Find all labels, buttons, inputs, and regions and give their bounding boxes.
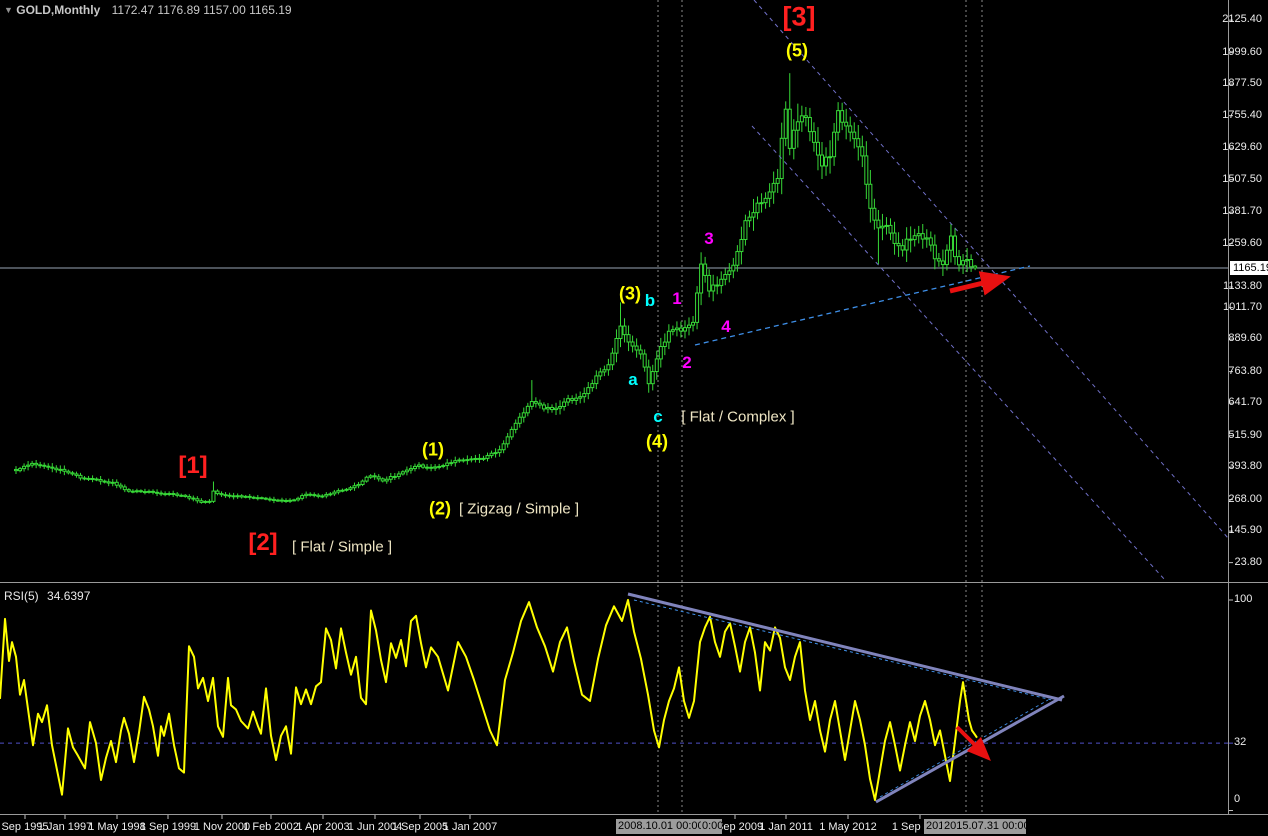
wave-label[interactable]: c xyxy=(653,407,663,426)
wave-label[interactable]: 4 xyxy=(721,317,731,336)
rsi-name: RSI(5) xyxy=(4,589,39,603)
price-tick-label: 1629.60 xyxy=(1222,141,1262,154)
highlighted-date-label: 201 xyxy=(924,819,942,834)
symbol-timeframe-label: GOLD,Monthly xyxy=(16,3,101,17)
price-tick-label: 145.90 xyxy=(1228,524,1262,537)
wave-label[interactable]: 3 xyxy=(704,229,714,248)
wave-label[interactable]: (1) xyxy=(422,439,444,460)
symbol-dropdown-icon: ▼ xyxy=(4,5,13,15)
time-tick-label: 1 Sep 2005 xyxy=(391,821,449,833)
price-tick-label: 1507.50 xyxy=(1222,172,1262,185)
rsi-wedge-upper-line[interactable] xyxy=(627,592,1063,702)
ascending-support-line[interactable] xyxy=(694,265,1031,346)
rsi-wedge-lower-dashed[interactable] xyxy=(879,699,1049,798)
time-tick-label: 1 May 1998 xyxy=(88,821,146,833)
time-tick-label: 1 Apr 2003 xyxy=(296,821,350,833)
panel-separator[interactable] xyxy=(0,582,1268,583)
price-tick-label: 1755.40 xyxy=(1222,108,1262,121)
wave-label[interactable]: a xyxy=(628,370,638,389)
time-axis-separator xyxy=(0,814,1268,815)
price-tick-label: 763.80 xyxy=(1228,364,1262,377)
price-tick-label: 1011.70 xyxy=(1223,300,1262,313)
price-tick-label: 641.70 xyxy=(1228,396,1262,409)
price-tick-label: 515.90 xyxy=(1228,428,1262,441)
rsi-tick-label: 0 xyxy=(1234,793,1241,805)
time-tick-label: 1 Jan 2007 xyxy=(442,821,498,833)
time-tick-label: 1 Nov 2000 xyxy=(193,821,251,833)
price-tick-label: 889.60 xyxy=(1228,332,1262,345)
rsi-line xyxy=(0,599,978,801)
time-tick-label: 1 May 2012 xyxy=(819,821,877,833)
time-tick-label: Sep 1995 xyxy=(1,821,49,833)
price-tick-label: 2125.40 xyxy=(1222,13,1262,26)
price-tick-label: 1999.60 xyxy=(1222,45,1262,58)
wave-label[interactable]: (3) xyxy=(619,283,641,304)
wave-label[interactable]: 1 xyxy=(672,289,682,308)
ohlc-values: 1172.47 1176.89 1157.00 1165.19 xyxy=(111,3,292,17)
candlesticks xyxy=(14,73,978,504)
rsi-wedge-upper-dashed[interactable] xyxy=(633,599,1053,701)
wave-label[interactable]: [2] xyxy=(248,529,278,556)
wave-label[interactable]: (2) xyxy=(429,498,451,519)
time-tick-label: 1 Jan 1997 xyxy=(37,821,93,833)
descending-channel-upper-line[interactable] xyxy=(753,0,1228,539)
price-axis-separator xyxy=(1228,0,1229,814)
wave-label[interactable]: [ Zigzag / Simple ] xyxy=(458,500,580,518)
price-tick-label: 268.00 xyxy=(1228,492,1262,505)
wave-label[interactable]: (4) xyxy=(646,431,668,452)
wave-label[interactable]: [ Flat / Simple ] xyxy=(291,538,393,556)
rsi-current-value: 34.6397 xyxy=(47,589,91,603)
price-tick-label: 1381.70 xyxy=(1222,205,1262,218)
wave-label[interactable]: [1] xyxy=(178,452,208,479)
breakout-arrow[interactable] xyxy=(949,271,1011,296)
chart-title: ▼ GOLD,Monthly 1172.47 1176.89 1157.00 1… xyxy=(4,3,292,17)
wave-label[interactable]: (5) xyxy=(786,40,808,61)
rsi-tick-label: 100 xyxy=(1234,593,1253,605)
price-tick-label: 393.80 xyxy=(1228,460,1262,473)
rsi-tick-label: 32 xyxy=(1234,736,1247,749)
price-tick-label: 1133.80 xyxy=(1223,280,1262,292)
descending-channel-lower-line[interactable] xyxy=(751,125,1166,580)
wave-label[interactable]: 2 xyxy=(682,353,692,372)
current-price-tag: 1165.19 xyxy=(1230,261,1268,275)
rsi-indicator-label: RSI(5) 34.6397 xyxy=(4,589,90,603)
highlighted-date-label: 2008.10.01 00:00 xyxy=(616,819,701,834)
price-tick-label: 23.80 xyxy=(1234,555,1262,568)
time-tick-label: 1 Sep 1999 xyxy=(139,821,197,833)
time-tick-label: 1 Jun 2004 xyxy=(347,821,403,833)
time-tick-label: 1 Jan 2011 xyxy=(759,821,813,833)
price-tick-label: 1259.60 xyxy=(1222,236,1262,249)
price-tick-label: 1877.50 xyxy=(1222,77,1262,90)
rsi-breakdown-arrow[interactable] xyxy=(955,725,991,761)
highlighted-date-label: 0:00 xyxy=(700,819,722,834)
time-tick-label: 1 Feb 2002 xyxy=(243,821,299,833)
wave-label[interactable]: b xyxy=(644,291,656,310)
wave-label[interactable]: [ Flat / Complex ] xyxy=(681,408,795,426)
wave-label[interactable]: [3] xyxy=(782,1,816,32)
highlighted-date-label: 2015.07.31 00:00 xyxy=(942,819,1026,834)
